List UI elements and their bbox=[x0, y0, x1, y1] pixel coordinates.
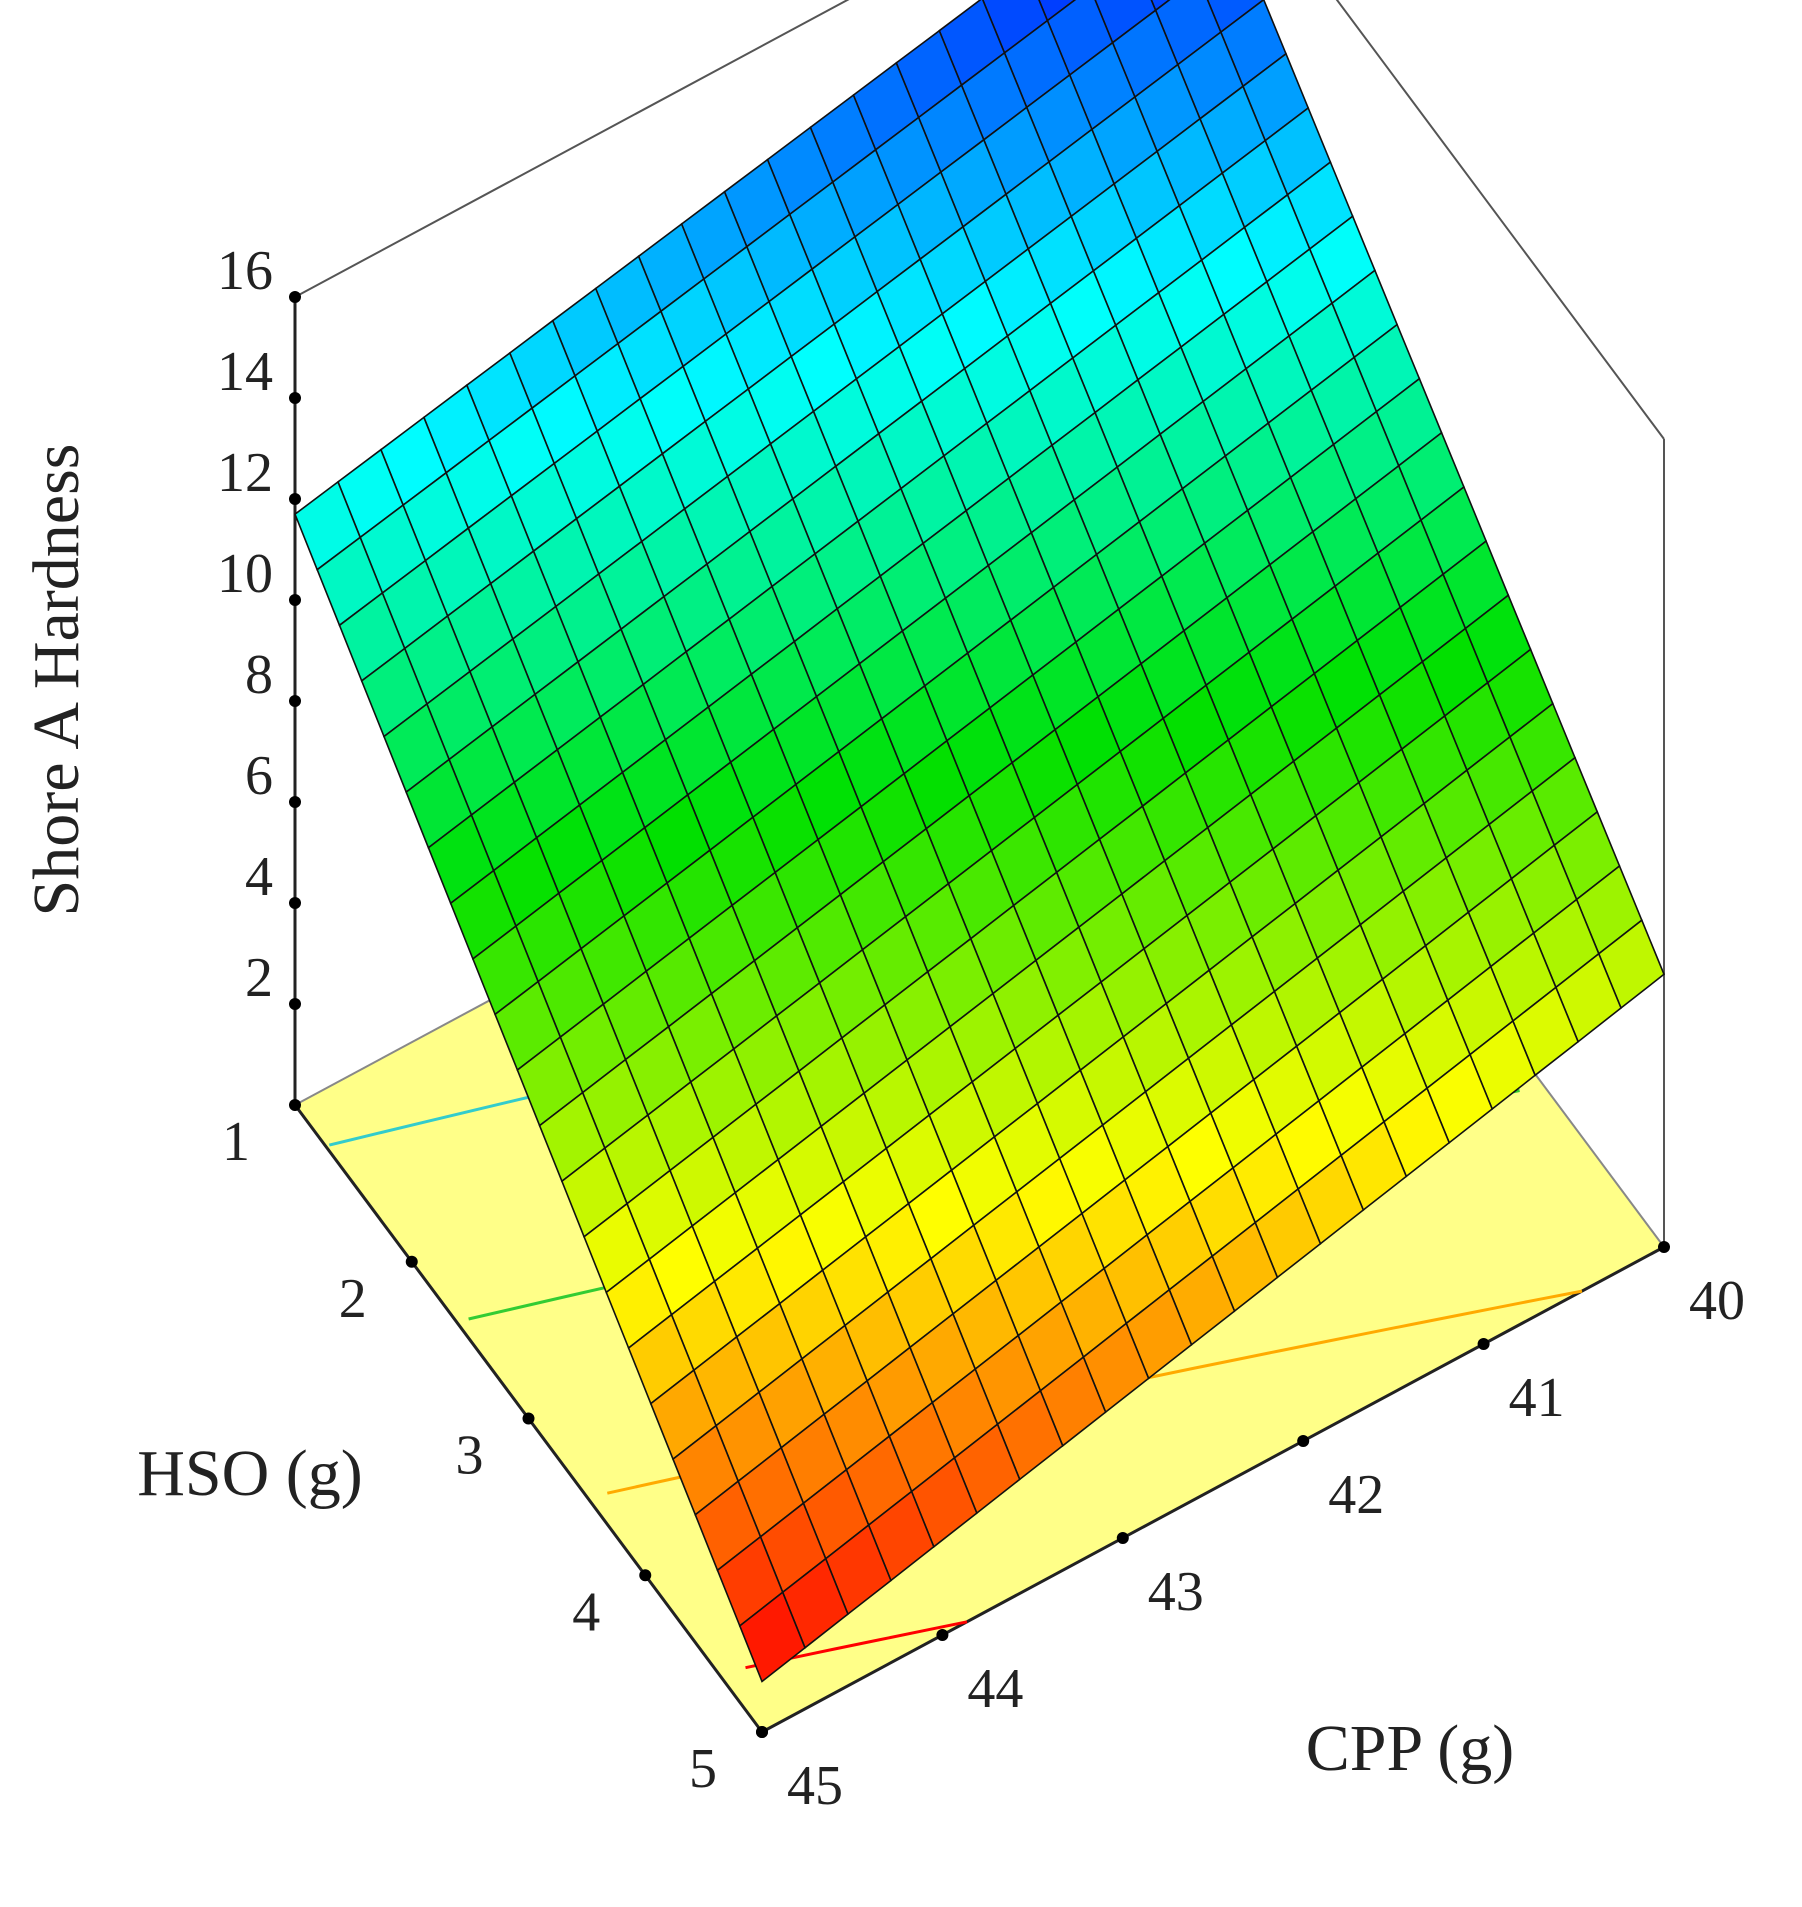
hso-tick-label: 4 bbox=[572, 1581, 600, 1643]
z-tick-label: 2 bbox=[245, 947, 273, 1009]
response-surface bbox=[294, 0, 1665, 1683]
hso-tick-label: 3 bbox=[456, 1425, 484, 1487]
cpp-tick-mark bbox=[936, 1629, 949, 1641]
z-tick-label: 14 bbox=[217, 341, 273, 403]
cpp-tick-mark bbox=[1477, 1338, 1490, 1350]
hso-tick-label: 1 bbox=[222, 1111, 250, 1173]
z-tick-mark bbox=[289, 897, 301, 909]
z-tick-label: 4 bbox=[245, 846, 273, 908]
hso-tick-mark bbox=[289, 1099, 301, 1111]
hso-tick-mark bbox=[405, 1255, 418, 1268]
cpp-axis-title: CPP (g) bbox=[1306, 1712, 1514, 1785]
cpp-tick-label: 40 bbox=[1689, 1270, 1745, 1332]
z-tick-mark bbox=[289, 392, 301, 404]
box-top-edges bbox=[294, 0, 1665, 440]
cpp-tick-label: 41 bbox=[1509, 1367, 1565, 1429]
hso-tick-label: 2 bbox=[339, 1268, 367, 1330]
surface-cell bbox=[738, 1591, 806, 1683]
cpp-axis-line bbox=[761, 1245, 1665, 1734]
z-tick-mark bbox=[289, 796, 301, 808]
hso-tick-mark bbox=[522, 1412, 535, 1425]
cpp-tick-mark bbox=[1116, 1532, 1129, 1544]
z-tick-mark bbox=[289, 493, 301, 505]
cpp-tick-label: 43 bbox=[1148, 1561, 1204, 1623]
cpp-tick-label: 44 bbox=[967, 1658, 1023, 1720]
cpp-tick-label: 45 bbox=[787, 1755, 843, 1817]
z-tick-label: 16 bbox=[217, 240, 273, 302]
z-tick-mark bbox=[289, 291, 301, 303]
z-tick-mark bbox=[289, 998, 301, 1010]
cpp-tick-mark bbox=[1297, 1435, 1310, 1447]
z-tick-label: 12 bbox=[217, 442, 273, 504]
hso-tick-label: 5 bbox=[689, 1738, 717, 1800]
z-tick-mark bbox=[289, 695, 301, 707]
hso-axis-title: HSO (g) bbox=[137, 1437, 363, 1510]
cpp-tick-label: 42 bbox=[1328, 1464, 1384, 1526]
z-tick-label: 6 bbox=[245, 745, 273, 807]
z-axis-title: Shore A Hardness bbox=[20, 444, 93, 917]
z-tick-mark bbox=[289, 594, 301, 606]
hso-tick-mark bbox=[639, 1569, 652, 1582]
cpp-tick-mark bbox=[756, 1726, 768, 1738]
z-tick-label: 10 bbox=[217, 543, 273, 605]
z-tick-label: 8 bbox=[245, 644, 273, 706]
cpp-tick-mark bbox=[1658, 1241, 1670, 1253]
